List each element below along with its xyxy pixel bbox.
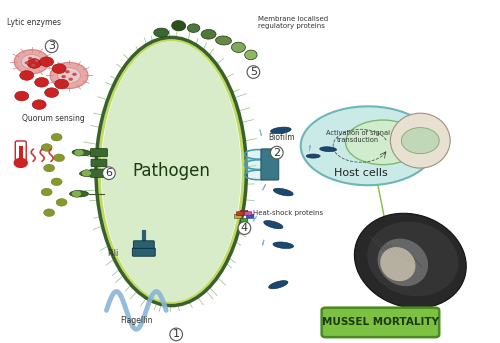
Ellipse shape: [264, 221, 283, 229]
Ellipse shape: [244, 150, 273, 179]
Ellipse shape: [268, 281, 288, 289]
Ellipse shape: [102, 41, 241, 302]
FancyBboxPatch shape: [19, 146, 22, 163]
FancyBboxPatch shape: [134, 241, 154, 248]
FancyBboxPatch shape: [240, 210, 248, 214]
Circle shape: [14, 158, 27, 167]
Circle shape: [21, 55, 42, 69]
Text: 4: 4: [241, 223, 248, 233]
Text: MUSSEL MORTALITY: MUSSEL MORTALITY: [322, 317, 439, 328]
Circle shape: [24, 61, 29, 64]
Text: Pathogen: Pathogen: [132, 163, 210, 180]
Ellipse shape: [80, 170, 98, 176]
Ellipse shape: [172, 21, 185, 31]
Ellipse shape: [273, 242, 293, 249]
Ellipse shape: [154, 28, 168, 37]
Ellipse shape: [390, 113, 450, 168]
Circle shape: [44, 88, 59, 97]
Circle shape: [14, 50, 49, 74]
Text: 3: 3: [48, 41, 55, 51]
Circle shape: [44, 209, 54, 216]
Circle shape: [54, 154, 64, 162]
Ellipse shape: [346, 120, 420, 165]
Circle shape: [58, 68, 80, 83]
FancyBboxPatch shape: [90, 149, 108, 157]
Text: Flagellin: Flagellin: [120, 316, 152, 325]
Circle shape: [51, 178, 62, 186]
Circle shape: [72, 73, 77, 76]
Circle shape: [31, 64, 36, 67]
Circle shape: [402, 128, 439, 154]
Circle shape: [51, 133, 62, 141]
Circle shape: [52, 64, 66, 73]
Circle shape: [65, 70, 70, 73]
Circle shape: [72, 190, 82, 197]
FancyBboxPatch shape: [246, 214, 254, 218]
FancyBboxPatch shape: [236, 212, 244, 216]
Ellipse shape: [70, 191, 88, 197]
FancyBboxPatch shape: [132, 248, 156, 256]
Ellipse shape: [232, 42, 245, 52]
FancyBboxPatch shape: [261, 149, 279, 180]
Ellipse shape: [216, 36, 232, 45]
Ellipse shape: [367, 222, 458, 296]
FancyBboxPatch shape: [91, 159, 107, 167]
Circle shape: [44, 164, 54, 172]
Circle shape: [40, 57, 54, 67]
FancyBboxPatch shape: [240, 218, 248, 223]
Circle shape: [34, 59, 39, 62]
Ellipse shape: [244, 50, 257, 60]
Circle shape: [27, 59, 41, 68]
Text: Host cells: Host cells: [334, 168, 388, 178]
Ellipse shape: [201, 29, 216, 39]
Ellipse shape: [72, 150, 91, 156]
Circle shape: [56, 199, 67, 206]
Circle shape: [41, 144, 52, 151]
Text: Membrane localised
regulatory proteins: Membrane localised regulatory proteins: [258, 16, 328, 29]
Text: Activation of signal
transduction: Activation of signal transduction: [326, 130, 390, 143]
FancyBboxPatch shape: [322, 308, 439, 337]
Circle shape: [82, 170, 92, 177]
Text: 1: 1: [172, 329, 180, 340]
FancyBboxPatch shape: [90, 169, 108, 177]
Text: Biofilm: Biofilm: [268, 133, 295, 142]
Ellipse shape: [378, 239, 428, 286]
Ellipse shape: [306, 154, 320, 158]
Circle shape: [20, 71, 34, 80]
FancyBboxPatch shape: [16, 141, 26, 164]
FancyBboxPatch shape: [244, 212, 252, 216]
Circle shape: [34, 78, 48, 87]
Text: 2: 2: [273, 147, 280, 158]
Ellipse shape: [274, 188, 293, 196]
Text: Pili: Pili: [108, 249, 119, 258]
Circle shape: [32, 100, 46, 109]
Text: Heat-shock proteins: Heat-shock proteins: [254, 210, 324, 216]
Circle shape: [15, 91, 28, 101]
Circle shape: [41, 188, 52, 196]
Text: Quorum sensing: Quorum sensing: [22, 114, 84, 123]
Ellipse shape: [188, 24, 200, 33]
Ellipse shape: [320, 147, 336, 152]
Ellipse shape: [300, 106, 435, 185]
Ellipse shape: [380, 247, 416, 281]
FancyBboxPatch shape: [234, 214, 242, 218]
Text: 5: 5: [250, 67, 257, 77]
Text: 6: 6: [106, 168, 112, 178]
Circle shape: [50, 62, 88, 88]
Ellipse shape: [270, 127, 291, 134]
Ellipse shape: [354, 213, 467, 308]
Circle shape: [54, 79, 68, 89]
Text: Lytic enzymes: Lytic enzymes: [7, 18, 61, 27]
Circle shape: [68, 78, 73, 81]
Circle shape: [62, 75, 66, 78]
Circle shape: [74, 149, 84, 156]
Circle shape: [28, 57, 32, 60]
